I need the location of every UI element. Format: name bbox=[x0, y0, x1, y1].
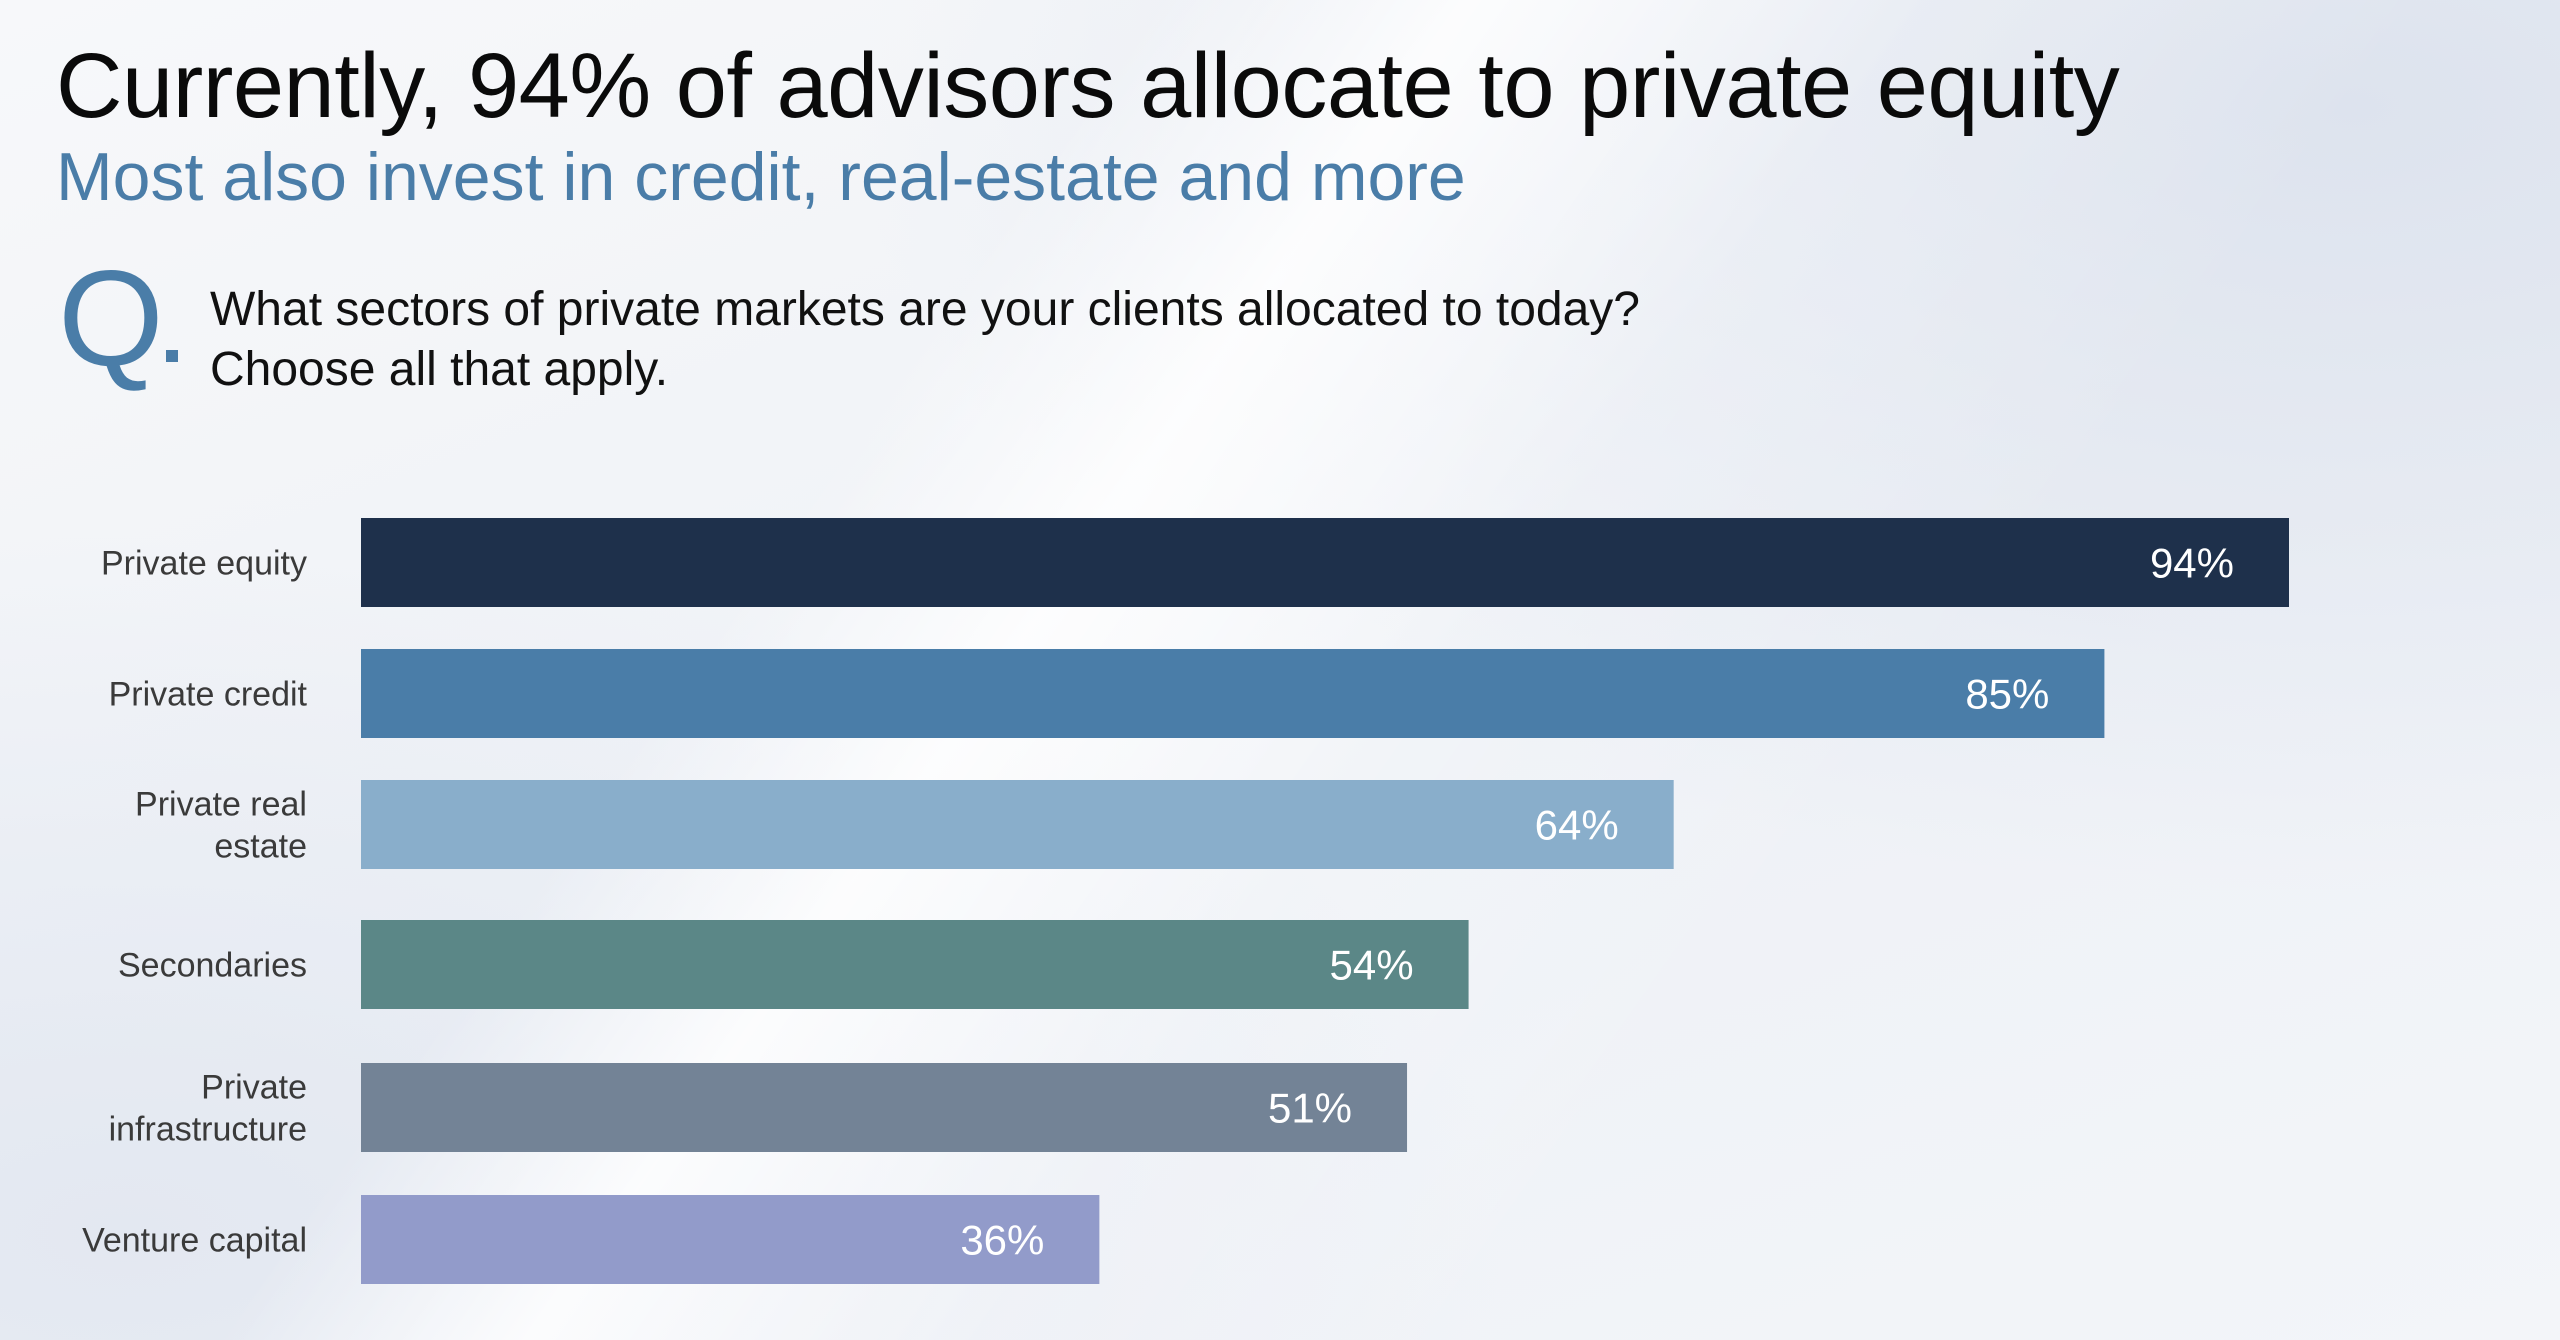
category-label-line: Private equity bbox=[101, 545, 307, 583]
question-line-2: Choose all that apply. bbox=[210, 343, 669, 396]
bar-secondaries bbox=[361, 920, 1469, 1009]
value-label: 36% bbox=[960, 1217, 1044, 1264]
category-label-line: infrastructure bbox=[109, 1111, 307, 1149]
category-label-line: Secondaries bbox=[118, 947, 307, 985]
category-label-line: Private credit bbox=[109, 676, 308, 714]
question-marker: Q bbox=[58, 242, 164, 394]
category-label: Secondaries bbox=[118, 947, 307, 985]
category-label-line: Private bbox=[201, 1069, 307, 1107]
bar-private-infrastructure bbox=[361, 1063, 1408, 1152]
value-label: 85% bbox=[1965, 671, 2049, 718]
category-label-line: Private real bbox=[135, 786, 307, 824]
bar-venture-capital bbox=[361, 1195, 1100, 1284]
value-label: 64% bbox=[1535, 802, 1619, 849]
category-label: Private infrastructure bbox=[109, 1069, 307, 1149]
question-marker-dot bbox=[166, 350, 178, 362]
category-label: Private real estate bbox=[135, 786, 307, 866]
question-line-1: What sectors of private markets are your… bbox=[210, 283, 1640, 336]
category-label: Venture capital bbox=[82, 1222, 307, 1260]
page-subtitle: Most also invest in credit, real-estate … bbox=[56, 139, 1466, 215]
category-label-line: estate bbox=[214, 828, 307, 866]
bar-private-equity bbox=[361, 518, 2289, 607]
category-label: Private equity bbox=[101, 545, 307, 583]
category-label-line: Venture capital bbox=[82, 1222, 307, 1260]
bar-private-real-estate bbox=[361, 780, 1674, 869]
value-label: 51% bbox=[1268, 1085, 1352, 1132]
bar-chart: 94% Private equity 85% Private credit 64% Pri… bbox=[82, 518, 2289, 1284]
value-label: 94% bbox=[2150, 540, 2234, 587]
value-label: 54% bbox=[1330, 942, 1414, 989]
bar-private-credit bbox=[361, 649, 2105, 738]
page-title: Currently, 94% of advisors allocate to p… bbox=[56, 35, 2120, 137]
category-label: Private credit bbox=[109, 676, 308, 714]
question-text: What sectors of private markets are your… bbox=[210, 280, 1640, 400]
